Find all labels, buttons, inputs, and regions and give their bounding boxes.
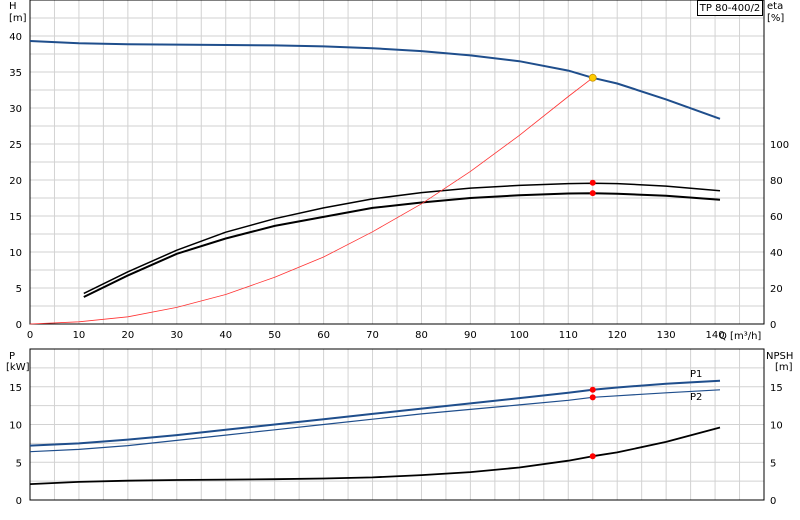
data-point-eta-upper-pt [589,179,596,186]
y-left-tick-label: 5 [16,284,22,295]
y-right-tick-label: 10 [770,421,783,432]
x-axis-label: Q [m³/h] [719,331,761,342]
legend-p1-label: P1 [690,369,702,380]
bottom-y-left-label-line2: [kW] [6,362,30,373]
y-left-tick-label: 15 [9,212,22,223]
y-right-tick-label: 60 [770,212,783,223]
y-right-tick-label: 20 [770,284,783,295]
y-left-tick-label: 35 [9,68,22,79]
data-point-npsh-pt [589,453,596,460]
top-y-right-label-line1: eta [767,1,783,12]
bottom-y-left-label-line1: P [9,351,15,362]
y-right-tick-label: 0 [770,496,776,507]
x-tick-label: 60 [317,330,330,341]
x-tick-label: 40 [219,330,232,341]
y-left-tick-label: 15 [9,383,22,394]
y-right-tick-label: 40 [770,248,783,259]
series-line-system [29,77,593,325]
y-left-tick-label: 10 [9,248,22,259]
series-line-head [29,40,721,120]
y-right-tick-label: 15 [770,383,783,394]
data-point-duty [588,73,597,82]
series-line-npsh [29,426,721,485]
x-tick-label: 20 [121,330,134,341]
top-y-left-label-line1: H [9,1,17,12]
top-y-right-label-line2: [%] [767,13,784,24]
top-plot-frame [29,0,765,325]
x-tick-label: 90 [464,330,477,341]
x-tick-label: 120 [608,330,627,341]
pump-model-label: TP 80-400/2 [697,0,763,16]
bottom-y-right-label-line1: NPSH [766,351,793,362]
data-point-p1-pt [589,386,596,393]
y-left-tick-label: 25 [9,140,22,151]
series-line-eta-upper [83,182,721,295]
y-left-tick-label: 20 [9,176,22,187]
y-left-tick-label: 0 [16,320,22,331]
y-right-tick-label: 100 [770,140,789,151]
x-tick-label: 130 [657,330,676,341]
y-left-tick-label: 0 [16,496,22,507]
y-left-tick-label: 5 [16,458,22,469]
y-right-tick-label: 0 [770,320,776,331]
data-point-eta-lower-pt [589,190,596,197]
bottom-plot-frame [29,348,765,501]
y-left-tick-label: 10 [9,421,22,432]
series-line-eta-lower [83,192,721,298]
x-tick-label: 70 [366,330,379,341]
y-left-tick-label: 40 [9,32,22,43]
x-tick-label: 140 [706,330,725,341]
x-tick-label: 110 [559,330,578,341]
bottom-y-right-label-line2: [m] [775,362,793,373]
data-point-p2-pt [589,394,596,401]
y-right-tick-label: 5 [770,458,776,469]
x-tick-label: 100 [510,330,529,341]
legend-p2-label: P2 [690,392,702,403]
x-tick-label: 50 [268,330,281,341]
top-y-left-label-line2: [m] [9,13,27,24]
y-right-tick-label: 80 [770,176,783,187]
x-tick-label: 80 [415,330,428,341]
y-left-tick-label: 30 [9,104,22,115]
x-tick-label: 30 [170,330,183,341]
series-line-p2 [29,389,721,453]
series-line-p1 [29,379,721,447]
x-tick-label: 0 [27,330,33,341]
x-tick-label: 10 [73,330,86,341]
